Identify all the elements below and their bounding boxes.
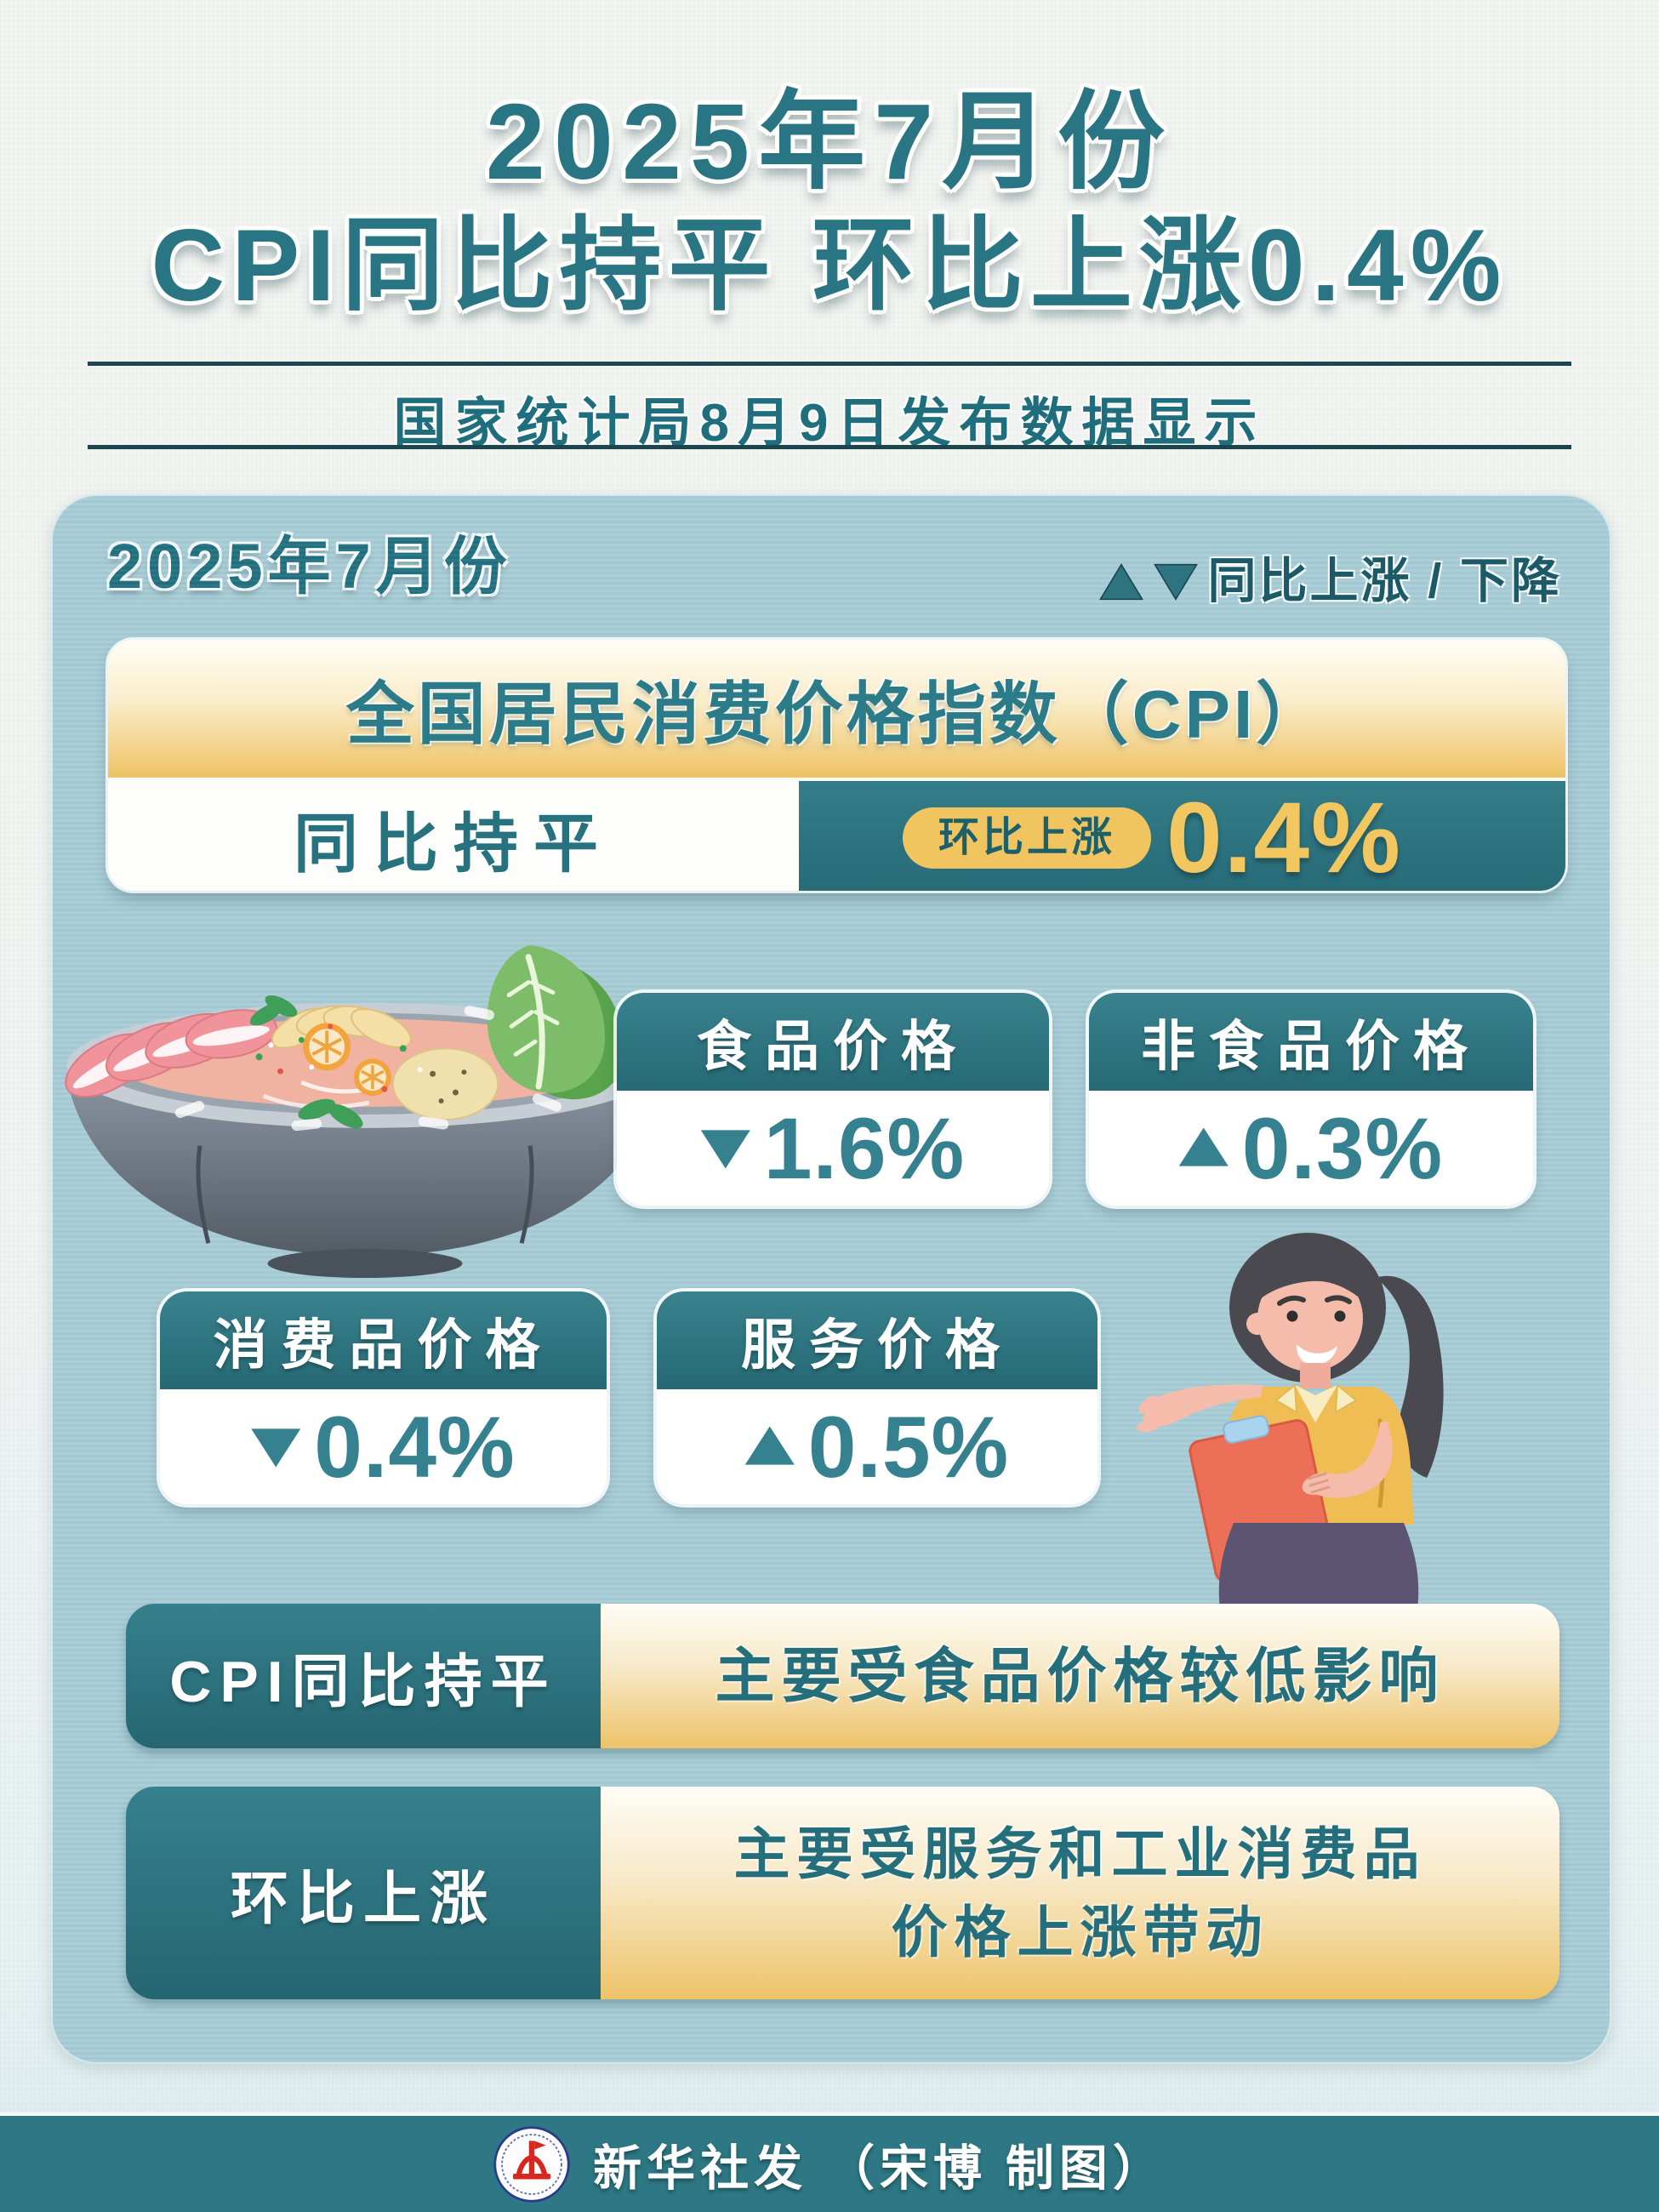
face [1257, 1266, 1363, 1371]
divider-line-bottom [88, 445, 1571, 449]
potato [391, 1047, 499, 1120]
note-mom-label: 环比上涨 [126, 1787, 601, 1999]
period-label: 2025年7月份 [107, 531, 512, 601]
stat-value-consumer-goods: 0.4% [160, 1389, 607, 1504]
stat-value-food: 1.6% [617, 1091, 1049, 1206]
collar [1295, 1385, 1337, 1422]
rim-highlights [174, 1006, 562, 1132]
stat-box-food: 食品价格 1.6% [617, 993, 1049, 1206]
down-arrow-icon [700, 1130, 750, 1169]
credit-text: 新华社发 （宋博 制图） [593, 2141, 1166, 2196]
stat-num-services: 0.5% [807, 1398, 1010, 1496]
mom-badge: 环比上涨 [903, 807, 1152, 869]
mom-value: 0.4% [1166, 781, 1402, 891]
cpi-yoy-label: 同比持平 [108, 781, 799, 891]
stat-num-nonfood: 0.3% [1241, 1099, 1444, 1197]
cpi-card-title: 全国居民消费价格指数（CPI） [108, 640, 1565, 778]
stat-label-consumer-goods: 消费品价格 [160, 1291, 607, 1389]
ear [1246, 1313, 1268, 1335]
note-mom: 环比上涨 主要受服务和工业消费品 价格上涨带动 [126, 1787, 1559, 1999]
note-yoy: CPI同比持平 主要受食品价格较低影响 [126, 1604, 1559, 1748]
stat-box-nonfood: 非食品价格 0.3% [1089, 993, 1533, 1206]
ponytail [1376, 1275, 1444, 1478]
legend-label: 同比上涨 / 下降 [1207, 554, 1562, 608]
note-yoy-text-line1: 主要受食品价格较低影响 [715, 1643, 1445, 1709]
stat-label-services: 服务价格 [657, 1291, 1097, 1389]
stat-box-consumer-goods: 消费品价格 0.4% [160, 1291, 607, 1504]
up-arrow-icon [1178, 1127, 1229, 1166]
divider-line-top [88, 362, 1571, 366]
skirt [1218, 1523, 1419, 1610]
note-mom-text-line2: 价格上涨带动 [891, 1901, 1269, 1964]
cpi-card-row: 同比持平 环比上涨 0.4% [108, 778, 1565, 891]
note-yoy-label: CPI同比持平 [126, 1604, 601, 1748]
down-arrow-icon [251, 1428, 301, 1468]
footer: 新华社发 （宋博 制图） [0, 2116, 1659, 2212]
data-panel: 2025年7月份 同比上涨 / 下降 全国居民消费价格指数（CPI） 同比持平 … [51, 494, 1611, 2064]
legend: 同比上涨 / 下降 [1098, 557, 1562, 606]
stat-num-food: 1.6% [763, 1099, 966, 1197]
xinhua-logo [493, 2125, 570, 2203]
note-mom-text-line1: 主要受服务和工业消费品 [733, 1821, 1427, 1885]
broth-speckles [255, 1023, 423, 1092]
leaf-greens [487, 944, 624, 1100]
lemon-slices [303, 1023, 391, 1097]
stat-value-services: 0.5% [657, 1389, 1097, 1504]
note-mom-text: 主要受服务和工业消费品 价格上涨带动 [601, 1787, 1559, 1999]
stat-label-nonfood: 非食品价格 [1089, 993, 1533, 1091]
down-triangle-icon [1154, 563, 1199, 601]
note-yoy-text: 主要受食品价格较低影响 [601, 1604, 1559, 1748]
extended-arm [1143, 1384, 1263, 1427]
cpi-mom-cell: 环比上涨 0.4% [799, 781, 1565, 891]
basil-leaves [249, 995, 363, 1129]
statistician-illustration [1137, 1233, 1444, 1610]
stat-num-consumer-goods: 0.4% [314, 1398, 516, 1496]
up-triangle-icon [1099, 562, 1144, 600]
stat-value-nonfood: 0.3% [1089, 1091, 1533, 1206]
wok-foot [267, 1249, 463, 1279]
main-title-line1: 2025年7月份 [485, 82, 1174, 202]
xinhua-emblem [513, 2140, 551, 2179]
stat-box-services: 服务价格 0.5% [657, 1291, 1097, 1504]
stat-label-food: 食品价格 [617, 993, 1049, 1091]
main-title-line2: CPI同比持平 环比上涨0.4% [151, 208, 1508, 322]
up-arrow-icon [744, 1426, 795, 1465]
smile [1297, 1344, 1337, 1365]
hotpot-illustration [65, 944, 684, 1279]
cpi-summary-card: 全国居民消费价格指数（CPI） 同比持平 环比上涨 0.4% [108, 640, 1565, 891]
subtitle: 国家统计局8月9日发布数据显示 [393, 394, 1266, 453]
fringe [1257, 1255, 1365, 1302]
